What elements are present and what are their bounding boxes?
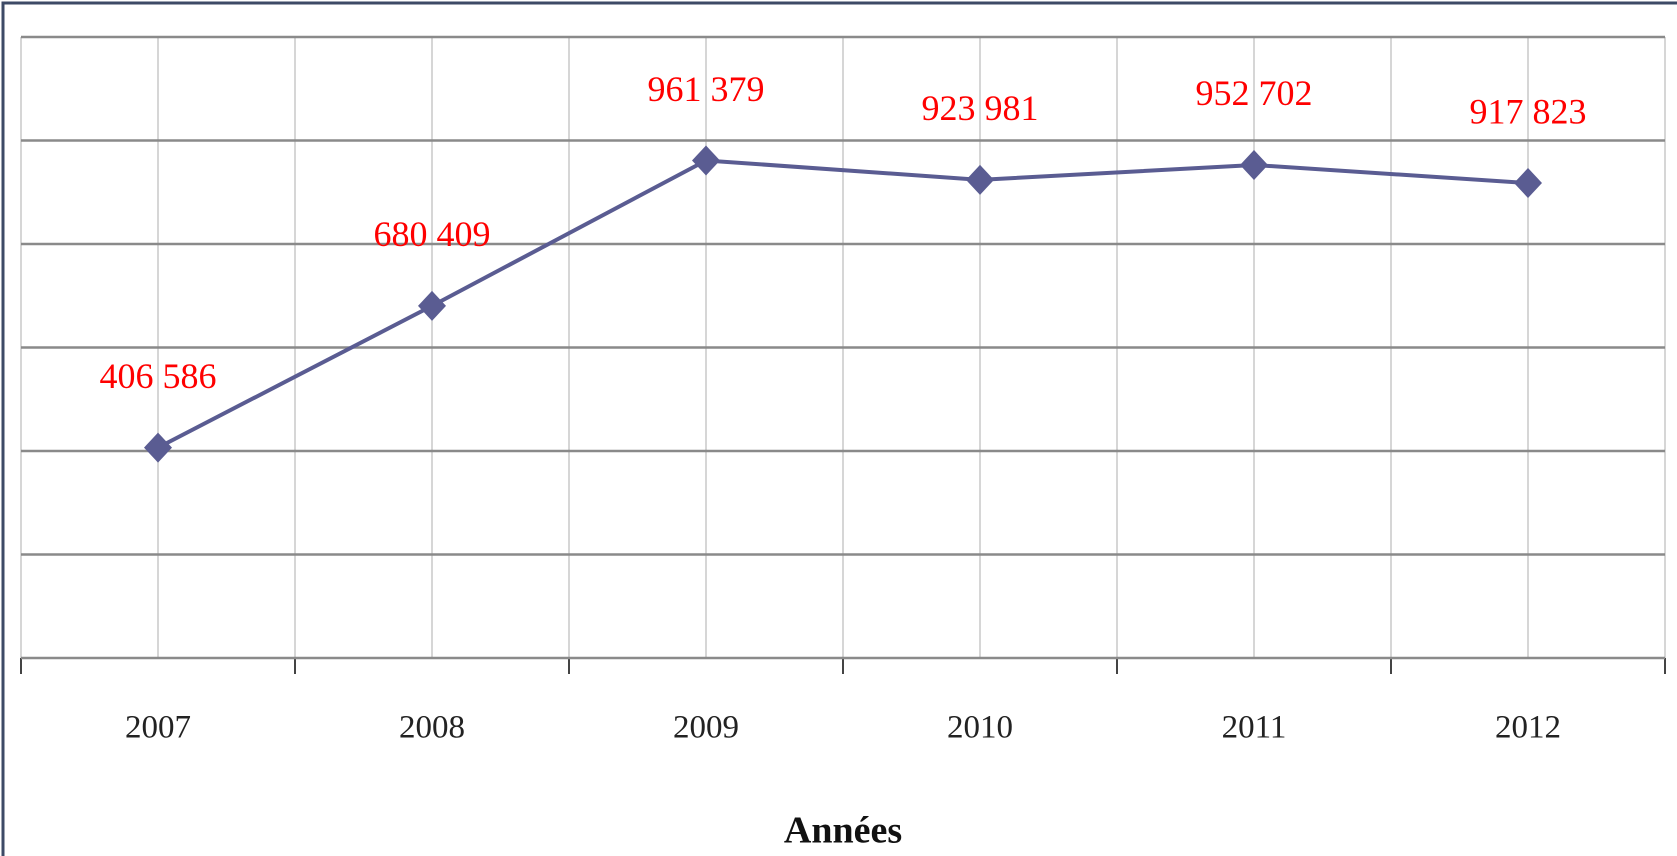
data-label: 917 823 bbox=[1470, 91, 1587, 131]
x-tick-label: 2008 bbox=[399, 710, 465, 746]
data-label: 406 586 bbox=[100, 356, 217, 396]
data-label: 961 379 bbox=[648, 69, 765, 109]
x-tick-label: 2010 bbox=[947, 710, 1013, 746]
marker bbox=[692, 145, 720, 176]
x-tick-label: 2012 bbox=[1495, 710, 1561, 746]
x-tick-label: 2009 bbox=[673, 710, 739, 746]
marker bbox=[418, 290, 446, 321]
marker bbox=[1240, 149, 1268, 180]
data-label: 952 702 bbox=[1196, 73, 1313, 113]
data-label: 923 981 bbox=[922, 88, 1039, 128]
x-axis-title: Années bbox=[784, 810, 902, 852]
x-tick-label: 2011 bbox=[1222, 710, 1287, 746]
marker bbox=[966, 164, 994, 195]
line bbox=[157, 158, 1529, 450]
marker bbox=[1514, 168, 1542, 199]
marker bbox=[144, 432, 172, 463]
x-tick-label: 2007 bbox=[125, 710, 191, 746]
data-label: 680 409 bbox=[374, 214, 491, 254]
